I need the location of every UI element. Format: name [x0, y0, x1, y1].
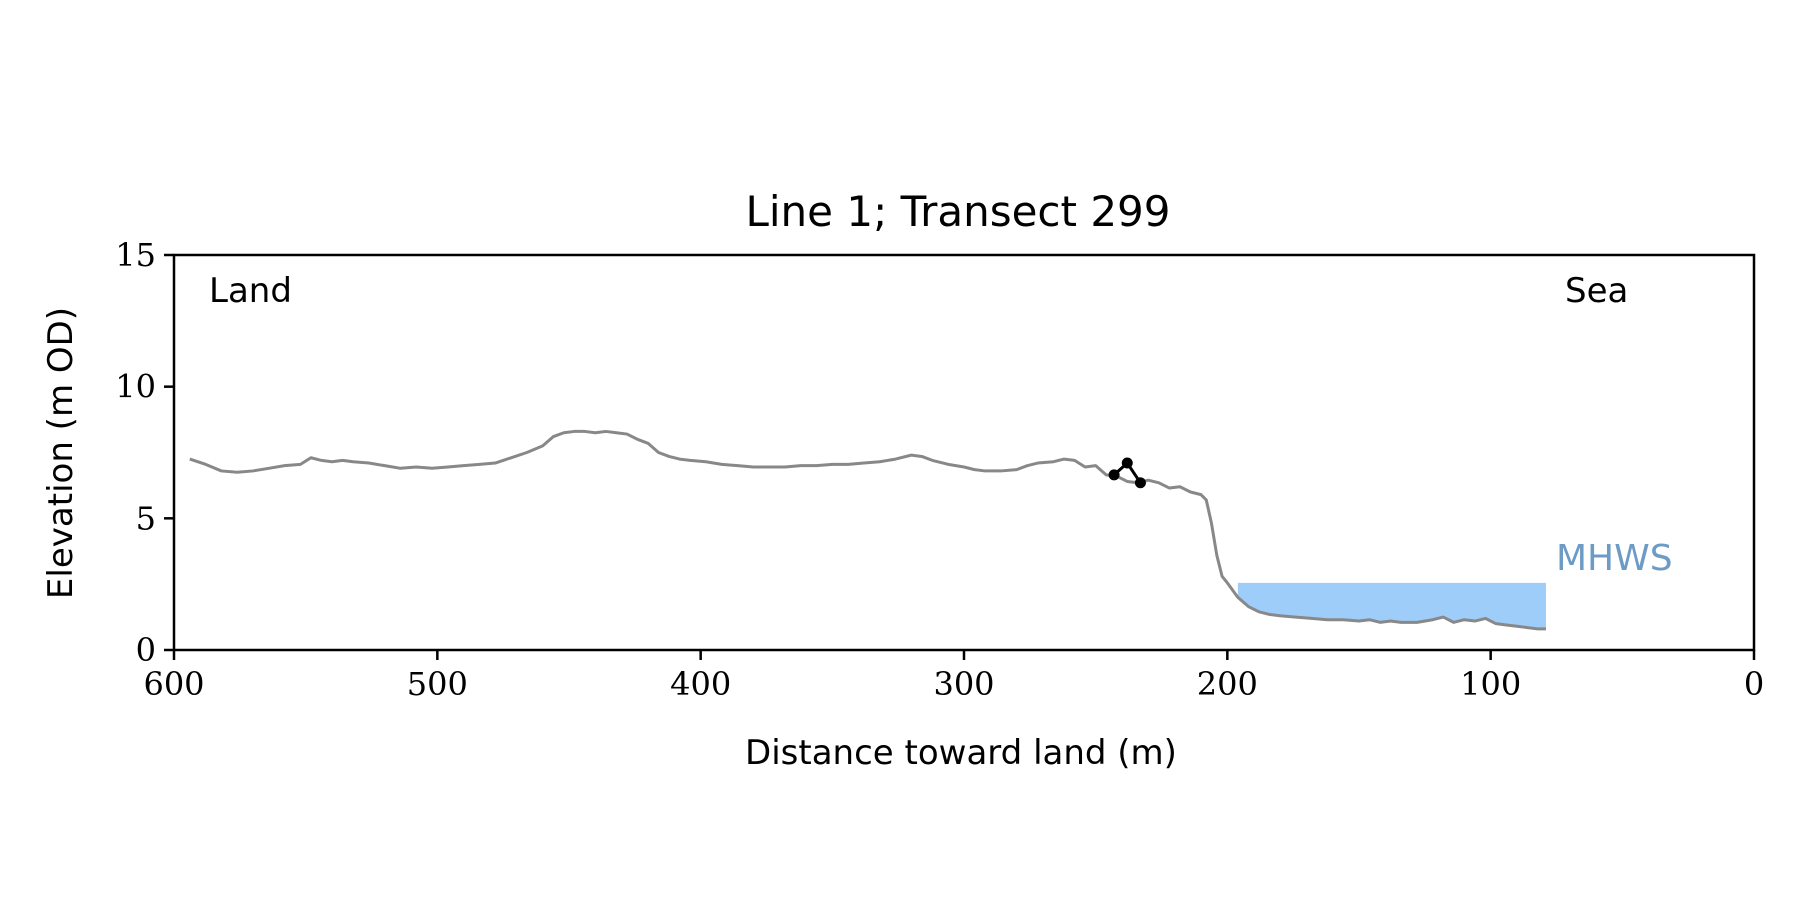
profile-line	[189, 429, 1546, 631]
x-tick-label: 400	[670, 665, 731, 703]
highlight-point	[1108, 469, 1120, 481]
x-tick-label: 600	[143, 665, 204, 703]
x-tick-label: 200	[1197, 665, 1258, 703]
x-tick-label: 500	[407, 665, 468, 703]
y-tick-label: 0	[136, 631, 156, 669]
y-tick-label: 10	[115, 368, 156, 406]
sea-annotation: Sea	[1565, 271, 1628, 311]
x-tick-label: 100	[1460, 665, 1521, 703]
x-axis-label: Distance toward land (m)	[745, 733, 1177, 773]
y-axis-label: Elevation (m OD)	[41, 307, 81, 599]
mhws-label: MHWS	[1556, 538, 1673, 579]
x-tick-label: 300	[933, 665, 994, 703]
highlight-point	[1134, 477, 1146, 489]
y-tick-label: 5	[136, 499, 156, 537]
highlight-points	[1108, 457, 1146, 489]
land-annotation: Land	[209, 271, 292, 311]
x-tick-label: 0	[1744, 665, 1764, 703]
highlight-point	[1121, 457, 1133, 469]
chart-title: Line 1; Transect 299	[745, 187, 1170, 236]
y-axis-ticks: 0 5 10 15	[115, 236, 174, 669]
y-tick-label: 15	[115, 236, 156, 274]
x-axis-ticks: 600 500 400 300 200 100 0	[143, 650, 1764, 703]
